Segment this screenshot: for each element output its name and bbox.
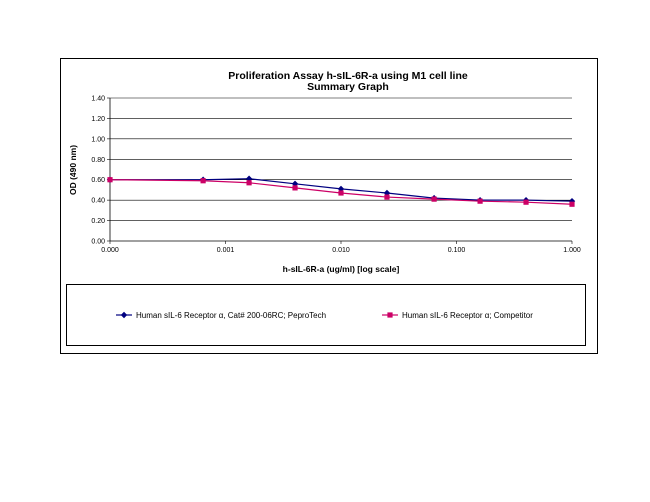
x-tick-labels: 0.000 0.001 0.010 0.100 1.000 bbox=[101, 247, 581, 254]
data-point bbox=[338, 190, 344, 196]
legend: Human sIL-6 Receptor α, Cat# 200-06RC; P… bbox=[116, 311, 533, 320]
x-axis-title: h-sIL-6R-a (ug/ml) [log scale] bbox=[283, 264, 400, 274]
y-tick-label: 0.20 bbox=[91, 218, 105, 225]
legend-box bbox=[66, 284, 586, 346]
y-tick-label: 1.20 bbox=[91, 116, 105, 123]
x-tick-label: 0.100 bbox=[448, 247, 466, 254]
legend-label: Human sIL-6 Receptor α, Cat# 200-06RC; P… bbox=[136, 311, 326, 320]
y-tick-label: 1.40 bbox=[91, 96, 105, 103]
y-tick-labels: 0.00 0.20 0.40 0.60 0.80 1.00 1.20 1.40 bbox=[91, 96, 105, 246]
y-tick-label: 0.00 bbox=[91, 239, 105, 246]
legend-item-2: Human sIL-6 Receptor α; Competitor bbox=[382, 311, 533, 320]
y-tick-label: 0.40 bbox=[91, 198, 105, 205]
data-point bbox=[569, 201, 575, 207]
chart-title: Proliferation Assay h-sIL-6R-a using M1 … bbox=[228, 70, 468, 82]
chart-frame bbox=[60, 58, 598, 354]
y-axis-title: OD (490 nm) bbox=[68, 145, 78, 195]
data-point bbox=[246, 180, 252, 186]
legend-label: Human sIL-6 Receptor α; Competitor bbox=[402, 311, 533, 320]
y-tick-label: 1.00 bbox=[91, 136, 105, 143]
y-tick-label: 0.80 bbox=[91, 157, 105, 164]
x-tick-label: 1.000 bbox=[563, 247, 581, 254]
x-tick-label: 0.000 bbox=[101, 247, 119, 254]
axes bbox=[107, 97, 573, 244]
data-point bbox=[523, 199, 529, 205]
x-tick-label: 0.001 bbox=[217, 247, 235, 254]
series-group bbox=[106, 175, 576, 207]
legend-swatch-marker bbox=[120, 311, 128, 319]
data-point bbox=[107, 177, 113, 183]
series-line bbox=[109, 179, 573, 205]
chart-subtitle: Summary Graph bbox=[307, 81, 389, 93]
series-2 bbox=[107, 177, 575, 207]
legend-item-1: Human sIL-6 Receptor α, Cat# 200-06RC; P… bbox=[116, 311, 326, 320]
data-point bbox=[292, 185, 298, 191]
data-point bbox=[200, 178, 206, 184]
legend-swatch-marker bbox=[387, 312, 393, 318]
x-tick-label: 0.010 bbox=[332, 247, 350, 254]
data-point bbox=[477, 198, 483, 204]
data-point bbox=[431, 196, 437, 202]
y-tick-label: 0.60 bbox=[91, 177, 105, 184]
series-line bbox=[110, 178, 573, 202]
data-point bbox=[384, 194, 390, 200]
